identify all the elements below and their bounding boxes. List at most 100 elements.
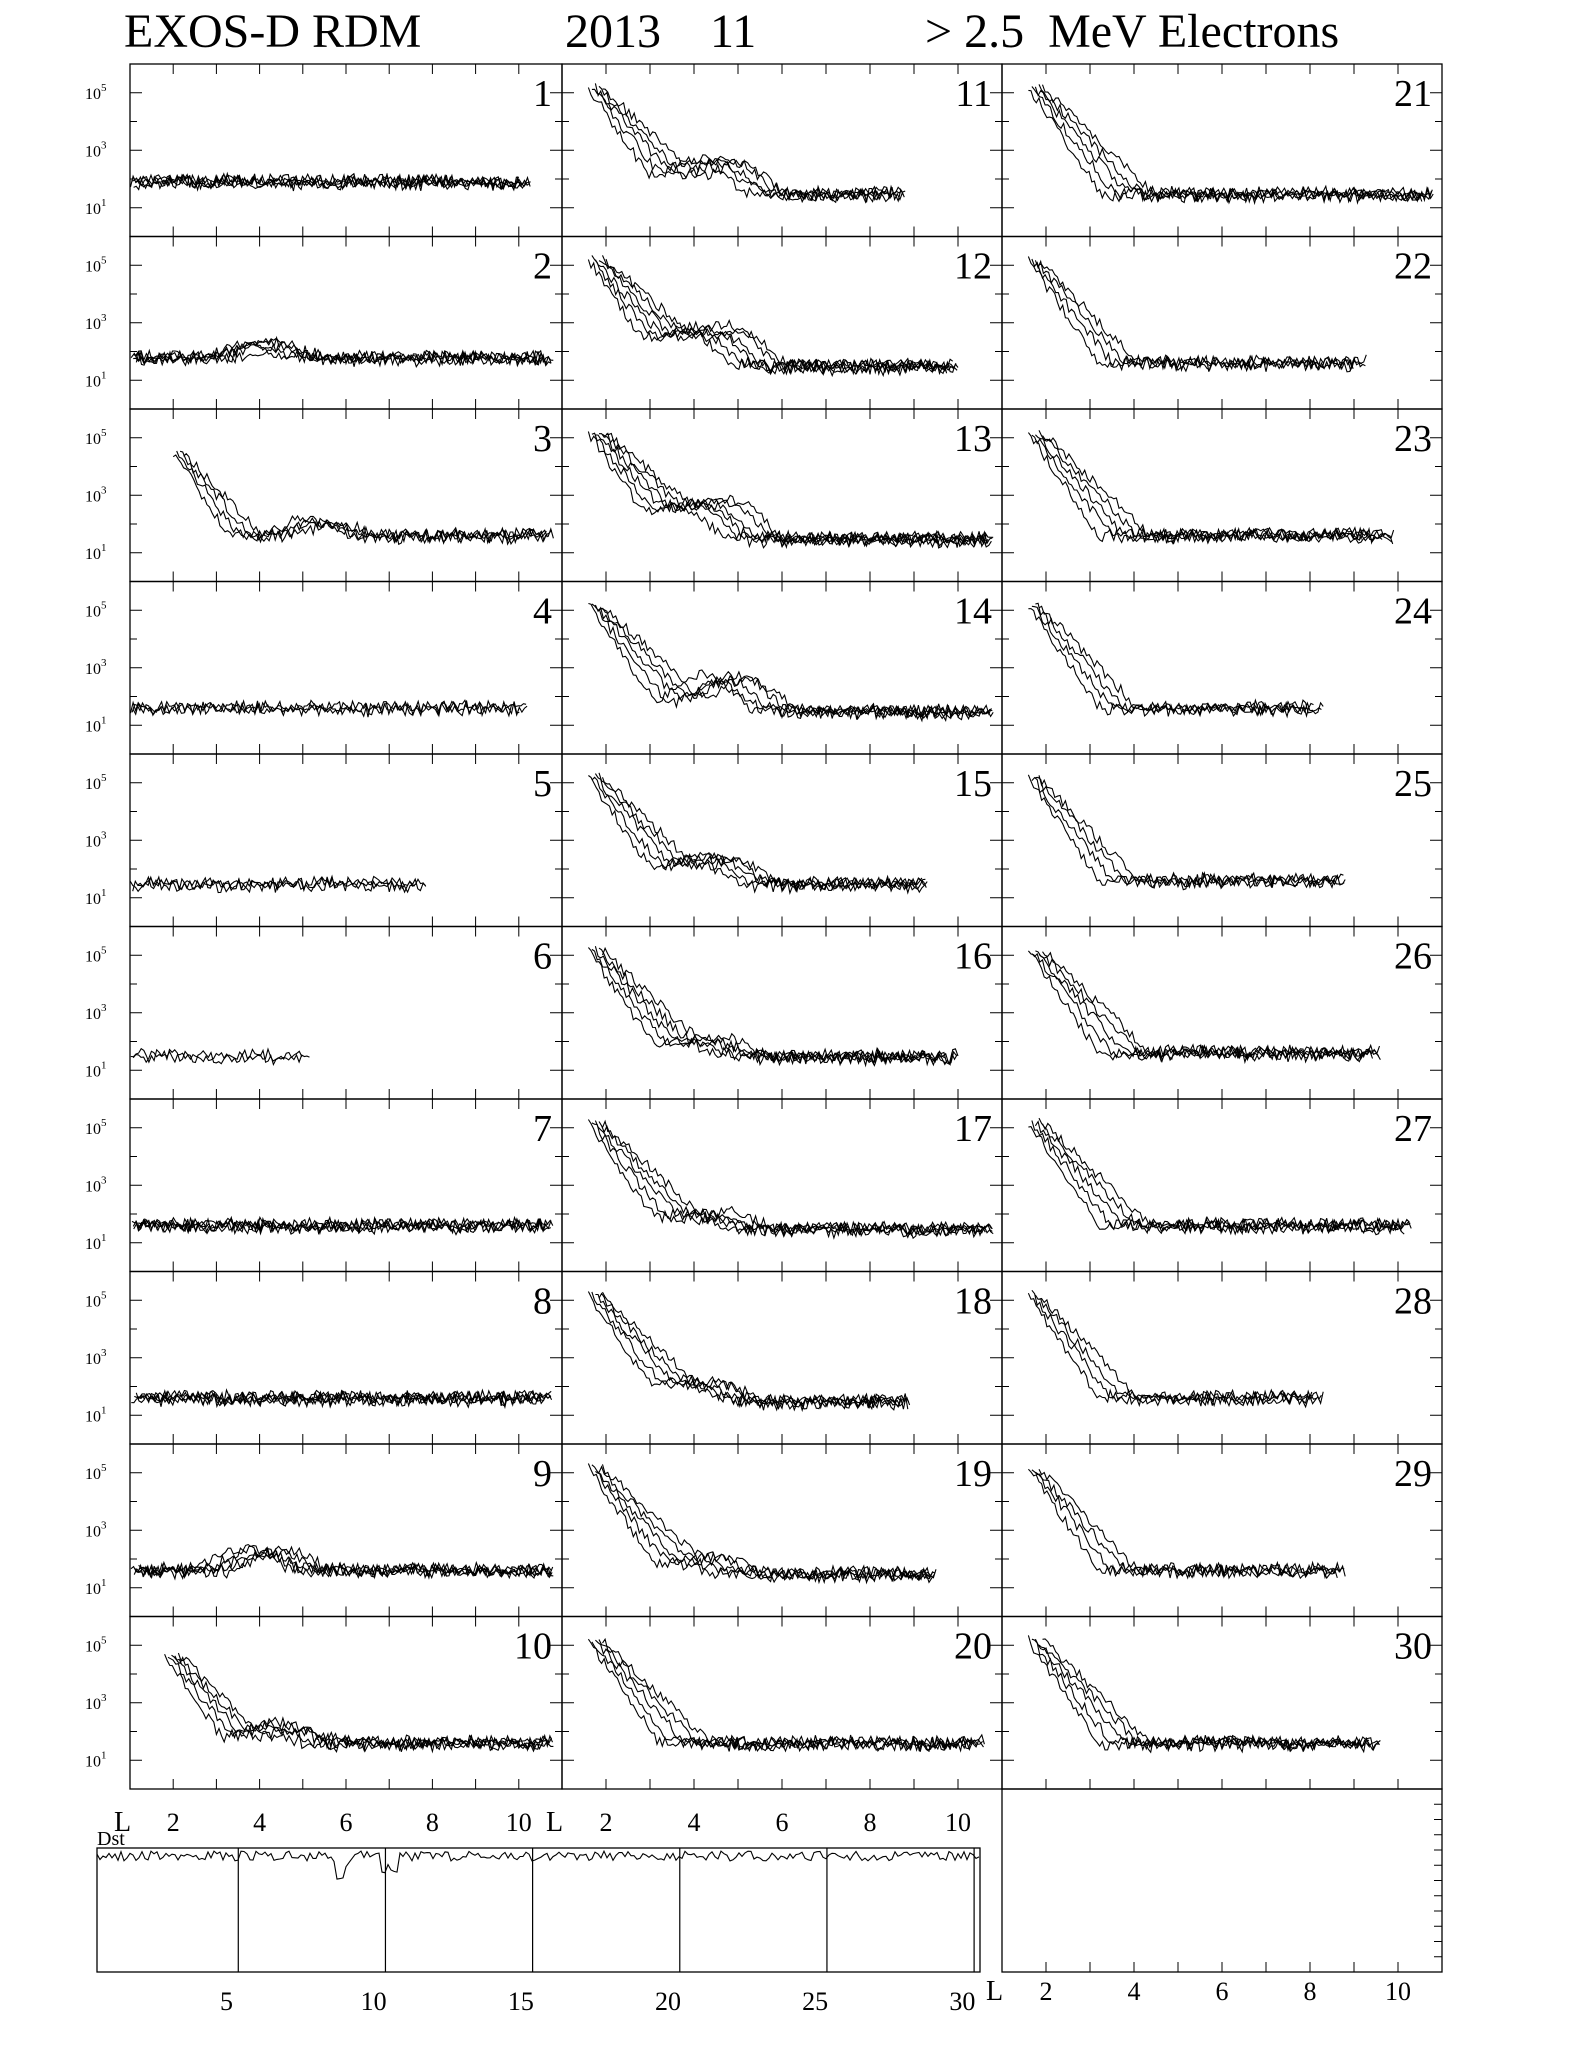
y-tick-label: 103 [85,1347,107,1368]
panel-day-label: 3 [533,418,552,460]
flux-pass [1034,1294,1324,1407]
flux-pass [587,259,959,377]
flux-pass [587,1119,993,1239]
flux-pass [1031,952,1374,1062]
flux-pass [594,604,992,721]
flux-pass [1027,256,1367,373]
y-tick-label: 103 [85,484,107,505]
y-tick-label: 103 [85,1519,107,1540]
flux-pass [1028,89,1433,205]
flux-pass [587,1638,985,1753]
panel-day-label: 8 [533,1281,552,1323]
panel-day-14: 14 [561,580,1003,755]
y-tick-exponent: 5 [101,254,107,266]
y-tick-label: 101 [85,1749,107,1770]
flux-pass [132,875,426,894]
y-tick-label: 101 [85,1577,107,1598]
flux-pass [598,1121,993,1240]
y-tick-exponent: 5 [101,599,107,611]
y-tick-label: 101 [85,197,107,218]
flux-pass [587,1291,909,1413]
empty-panel-frame [1001,1788,1443,1973]
y-tick-label: 101 [85,1404,107,1425]
y-tick-label: 101 [85,887,107,908]
panel-day-label: 21 [1394,73,1432,115]
y-tick-exponent: 1 [101,1059,107,1071]
flux-pass [1028,1468,1346,1580]
panel-day-label: 22 [1394,246,1432,288]
panel-grid [96,1788,1443,1973]
panel-frame [129,925,563,1100]
y-tick-label: 103 [85,829,107,850]
panel-day-label: 6 [533,936,552,978]
flux-pass [594,1120,992,1237]
x-tick-label: 2 [167,1808,180,1837]
flux-pass [1031,1469,1339,1580]
y-tick-exponent: 5 [101,1289,107,1301]
y-tick-label: 103 [85,1692,107,1713]
flux-pass [598,85,893,204]
y-tick-exponent: 5 [101,1634,107,1646]
dst-day-tick-label: 20 [655,1987,681,2016]
panel-day-label: 16 [954,936,992,978]
flux-pass [1031,1638,1371,1754]
panel-day-7: 105 103 101 7 [85,1098,563,1273]
y-tick-exponent: 1 [101,1232,107,1244]
flux-pass [1028,1125,1412,1235]
y-tick-exponent: 3 [101,484,107,496]
panel-day-label: 19 [954,1453,992,1495]
flux-pass [1034,1120,1411,1236]
flux-pass [587,947,959,1067]
panel-frame [561,1098,1003,1273]
y-tick-label: 103 [85,312,107,333]
panel-day-29: 29 [1001,1443,1443,1618]
panel-frame [561,1270,1003,1445]
panel-day-label: 20 [954,1626,992,1668]
flux-pass [598,947,946,1068]
flux-pass [591,948,947,1067]
y-tick-label: 105 [85,1117,107,1138]
y-tick-exponent: 1 [101,369,107,381]
panel-frame [129,408,563,583]
flux-pass [1031,776,1344,889]
flux-pass [133,172,531,191]
x-tick-label: 8 [426,1808,439,1837]
flux-pass [1028,608,1322,719]
flux-pass [1031,605,1310,719]
y-tick-label: 103 [85,657,107,678]
x-tick-label: 10 [945,1808,971,1837]
panel-day-2: 105 103 101 2 [85,235,563,410]
flux-pass [587,1463,935,1584]
x-tick-label: 4 [1128,1977,1141,2006]
y-tick-label: 101 [85,1232,107,1253]
flux-pass [594,259,958,378]
panel-day-label: 12 [954,246,992,288]
flux-pass [1038,775,1338,890]
panel-frame [129,1443,563,1618]
flux-pass [1038,1117,1399,1236]
panel-frame [1001,925,1443,1100]
y-tick-label: 105 [85,772,107,793]
panel-day-20: 20 [561,1615,1003,1790]
flux-pass [598,260,954,377]
flux-pass [1038,430,1383,545]
flux-pass [595,1639,984,1753]
panel-day-3: 105 103 101 3 [85,408,563,583]
panel-day-9: 105 103 101 9 [85,1443,563,1618]
panel-frame [129,63,563,238]
panel-frame [561,408,1003,583]
y-tick-exponent: 3 [101,1002,107,1014]
flux-pass [602,1637,983,1752]
y-tick-exponent: 1 [101,1404,107,1416]
y-tick-exponent: 3 [101,1347,107,1359]
panel-day-21: 21 [1001,63,1443,238]
flux-pass [1042,435,1395,543]
y-tick-exponent: 1 [101,714,107,726]
x-axis-prefix-L: L [986,1976,1003,2007]
panel-frame [129,753,563,928]
y-tick-label: 101 [85,369,107,390]
panel-frame [1001,235,1443,410]
flux-pass [164,1653,554,1752]
y-tick-exponent: 3 [101,657,107,669]
y-tick-label: 103 [85,139,107,160]
